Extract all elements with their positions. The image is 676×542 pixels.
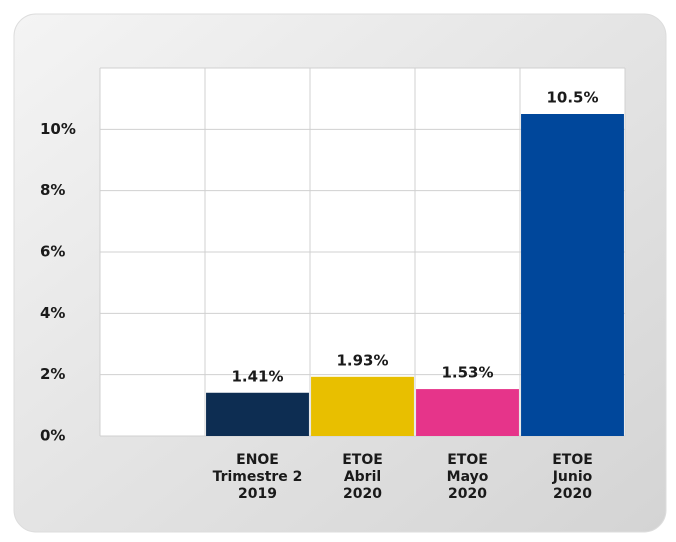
y-tick-label: 4%	[40, 304, 65, 322]
y-tick-label: 8%	[40, 181, 65, 199]
value-label: 1.93%	[336, 351, 388, 369]
x-tick-label: ETOE Mayo 2020	[446, 452, 489, 502]
value-label: 10.5%	[546, 89, 598, 107]
bar	[311, 376, 414, 436]
x-tick-label: ETOE Abril 2020	[342, 452, 383, 502]
value-label: 1.41%	[231, 367, 283, 385]
y-tick-label: 10%	[40, 120, 76, 138]
x-tick-label: ENOE Trimestre 2 2019	[212, 452, 303, 502]
bar	[521, 114, 624, 436]
bar	[206, 392, 309, 436]
y-tick-label: 2%	[40, 365, 65, 383]
x-tick-label: ETOE Junio 2020	[552, 452, 593, 502]
y-tick-label: 0%	[40, 427, 65, 445]
bar	[416, 389, 519, 436]
value-label: 1.53%	[441, 364, 493, 382]
y-tick-label: 6%	[40, 243, 65, 261]
